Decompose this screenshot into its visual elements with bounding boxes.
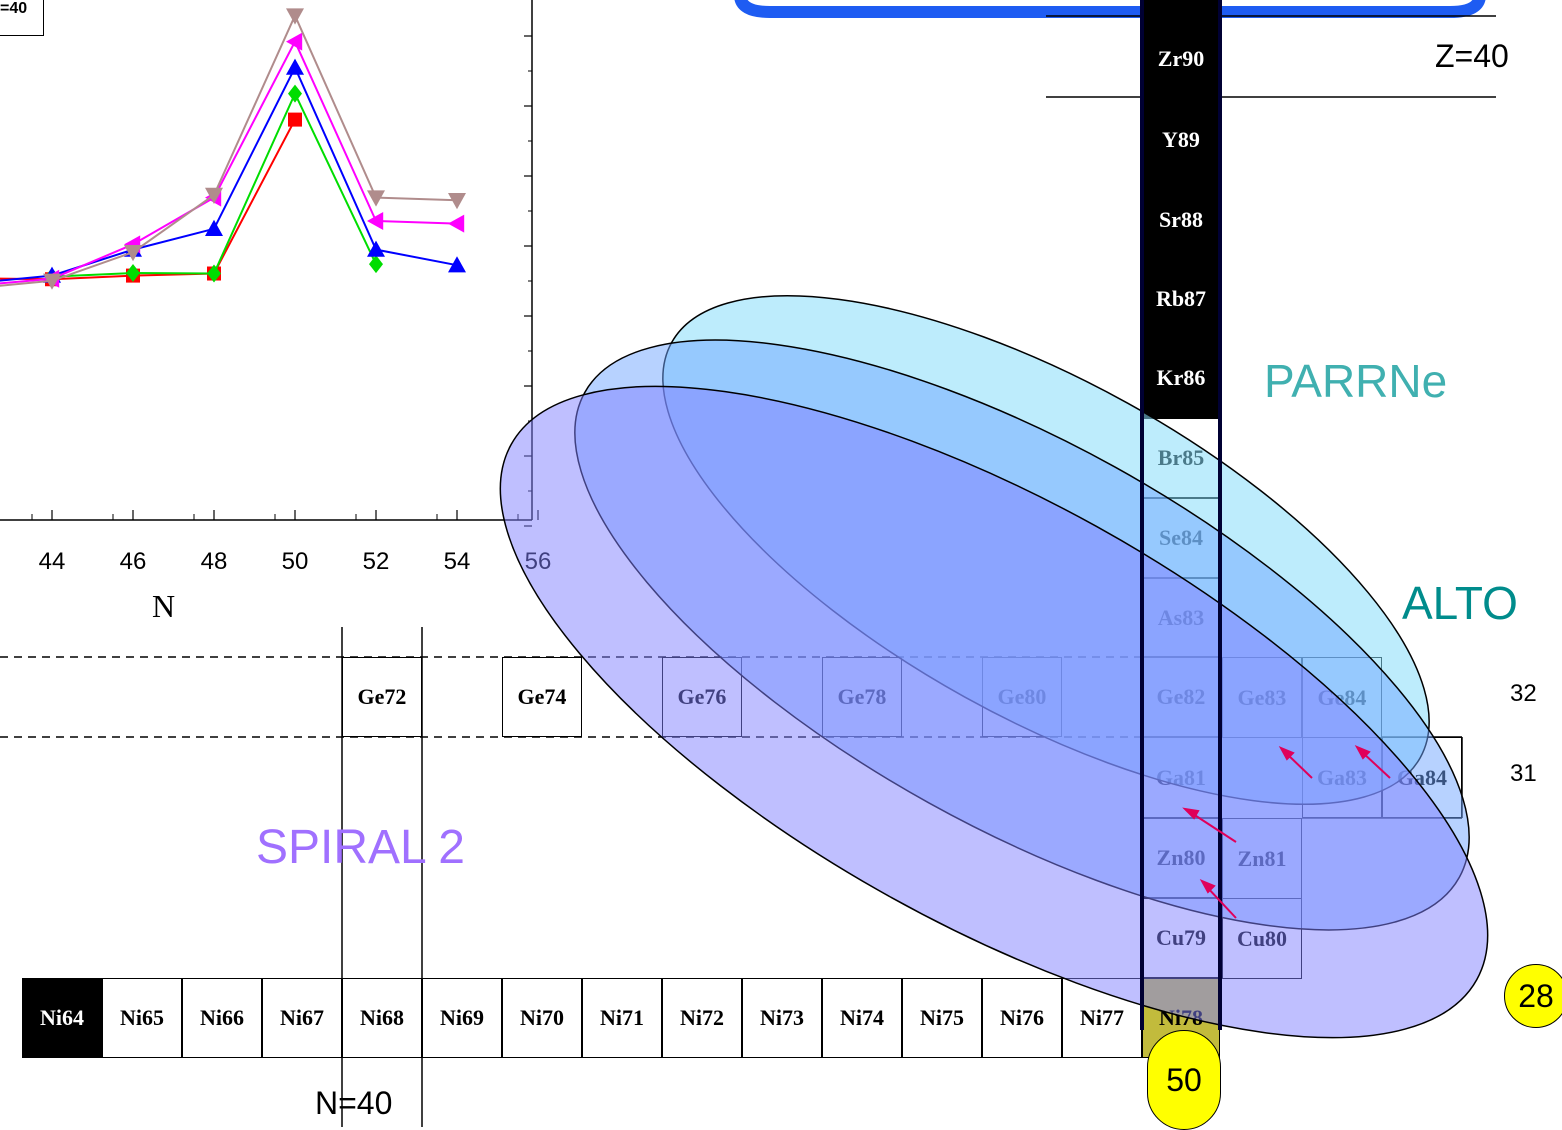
series-marker-4: [205, 187, 223, 204]
nuclide-ni72: Ni72: [662, 978, 742, 1058]
series-marker-1: [126, 264, 140, 282]
nuclide-ni68: Ni68: [342, 978, 422, 1058]
spiral2-label: SPIRAL 2: [256, 821, 465, 874]
x-tick-label: 50: [281, 548, 309, 575]
n40-label: N=40: [315, 1085, 393, 1121]
series-marker-0: [288, 112, 302, 127]
legend-box: [0, 0, 44, 36]
nuclide-ni66: Ni66: [182, 978, 262, 1058]
nuclide-rb87: Rb87: [1142, 260, 1220, 338]
series-marker-4: [124, 245, 142, 262]
series-marker-2: [448, 256, 466, 273]
magic-50-badge: 50: [1147, 1030, 1221, 1130]
nuclide-ni74: Ni74: [822, 978, 902, 1058]
nuclide-ge72: Ge72: [342, 657, 422, 737]
series-marker-1: [369, 255, 383, 274]
z40-label: Z=40: [1435, 38, 1509, 74]
series-marker-3: [286, 32, 303, 51]
series-marker-3: [448, 214, 465, 233]
x-tick-label: 52: [362, 548, 390, 575]
alto-label: ALTO: [1402, 577, 1518, 629]
nuclide-ni64: Ni64: [22, 978, 102, 1058]
nuclide-ni67: Ni67: [262, 978, 342, 1058]
nuclide-zr90: Zr90: [1142, 20, 1220, 98]
row-32-label: 32: [1510, 680, 1537, 707]
x-tick-label: 46: [119, 548, 147, 575]
nuclide-ni73: Ni73: [742, 978, 822, 1058]
nuclide-sr88: Sr88: [1142, 180, 1220, 260]
series-marker-4: [448, 193, 466, 210]
series-marker-1: [207, 264, 221, 283]
nuclide-ni69: Ni69: [422, 978, 502, 1058]
row-31-label: 31: [1510, 760, 1537, 787]
legend-text: =40: [0, 0, 28, 17]
series-marker-3: [367, 212, 384, 230]
x-axis-label: N: [152, 588, 176, 624]
x-tick-label: 54: [443, 548, 471, 575]
nuclide-y89: Y89: [1142, 100, 1220, 180]
series-marker-1: [288, 84, 302, 103]
nuclide-ni65: Ni65: [102, 978, 182, 1058]
series-marker-4: [286, 8, 304, 25]
series-marker-2: [367, 240, 385, 257]
nuclide-ge74: Ge74: [502, 657, 582, 737]
x-tick-label: 44: [38, 548, 66, 575]
series-marker-2: [286, 58, 304, 75]
magic-28-badge: 28: [1504, 964, 1562, 1028]
title-bubble-edge: [734, 0, 1486, 18]
nuclide-ni75: Ni75: [902, 978, 982, 1058]
spiral2-ellipse: [499, 385, 1489, 1039]
series-marker-4: [43, 273, 61, 290]
x-tick-label: 48: [200, 548, 228, 575]
nuclide-kr86: Kr86: [1142, 338, 1220, 418]
series-marker-2: [205, 219, 223, 236]
nuclide-ni76: Ni76: [982, 978, 1062, 1058]
decay-arrows: [1182, 744, 1391, 919]
nuclide-ni71: Ni71: [582, 978, 662, 1058]
nuclide-ni70: Ni70: [502, 978, 582, 1058]
series-marker-4: [367, 190, 385, 207]
parrne-label: PARRNe: [1264, 355, 1448, 407]
